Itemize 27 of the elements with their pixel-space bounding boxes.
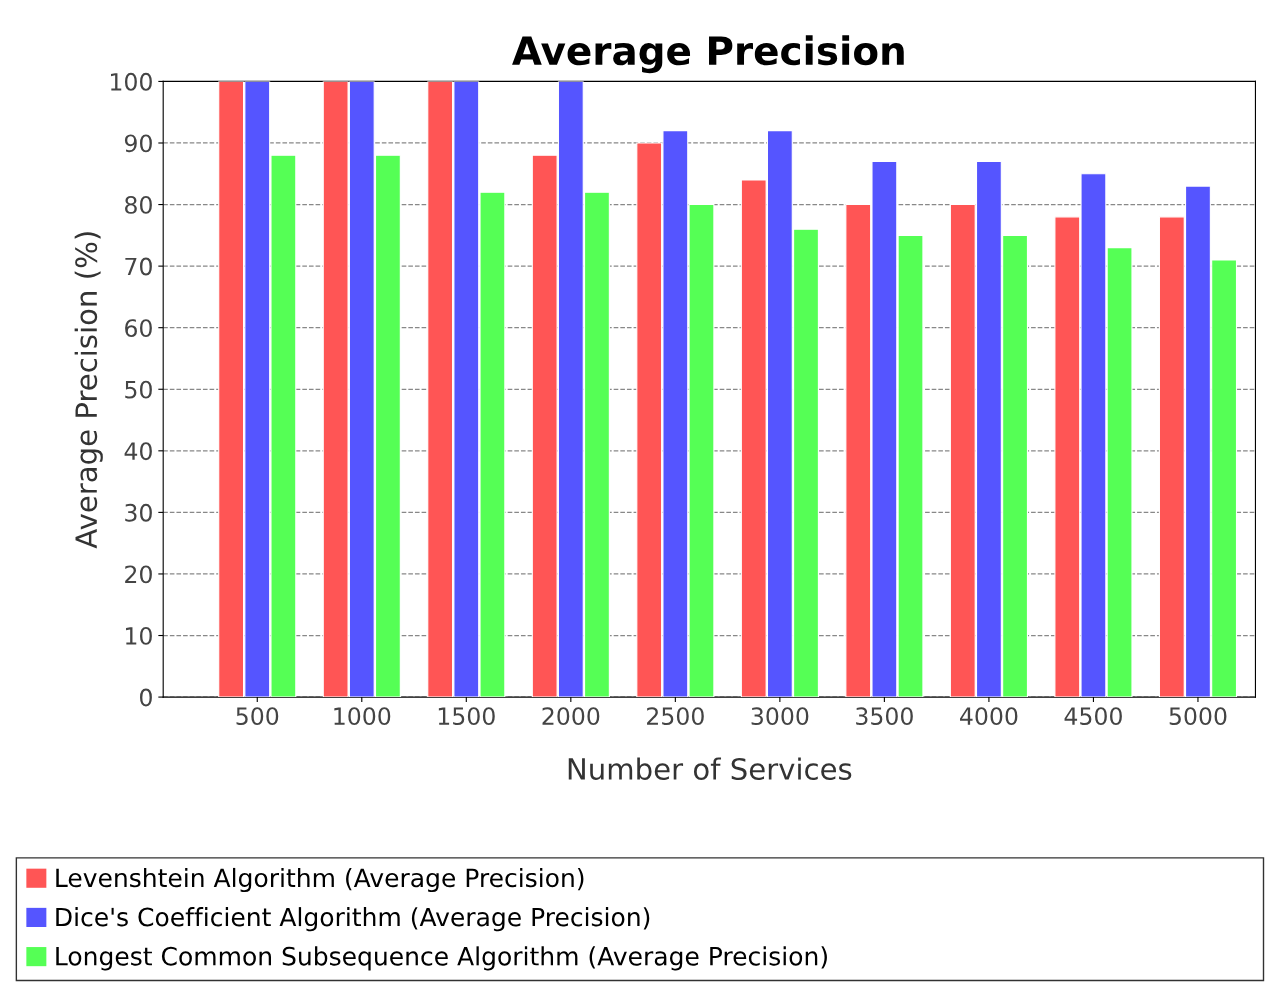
- x-tick-label: 4000: [960, 707, 1018, 726]
- x-tick-label: 5000: [1169, 707, 1227, 726]
- y-tick-label: 50: [125, 380, 152, 399]
- x-tick-label: 3000: [751, 707, 809, 726]
- y-tick-label: 0: [140, 688, 152, 707]
- y-tick-label: 10: [126, 626, 152, 645]
- x-axis-title: Number of Services: [568, 757, 852, 781]
- y-tick-label: 60: [125, 319, 152, 337]
- x-tick-label: 3500: [856, 707, 913, 726]
- x-tick-label: 1000: [334, 707, 391, 726]
- x-tick-label: 2500: [647, 707, 704, 726]
- y-tick-label: 30: [125, 503, 152, 522]
- y-tick-label: 80: [125, 196, 152, 214]
- legend-label: Dice's Coefficient Algorithm (Average Precision): [56, 907, 650, 932]
- x-tick-label: 500: [236, 707, 279, 726]
- y-tick-label: 70: [125, 257, 152, 276]
- x-tick-label: 2000: [542, 707, 600, 726]
- legend-label: Longest Common Subsequence Algorithm (Average Precision): [56, 946, 827, 971]
- y-tick-label: 40: [124, 442, 152, 461]
- y-tick-label: 90: [124, 134, 152, 153]
- y-tick-label: 100: [111, 72, 152, 91]
- y-tick-label: 20: [125, 565, 152, 584]
- x-tick-label: 1500: [438, 707, 495, 726]
- legend-label: Levenshtein Algorithm (Average Precision): [56, 867, 584, 893]
- y-axis-title: Average Precision (%): [74, 232, 103, 549]
- chart-title: Average Precision: [512, 35, 904, 74]
- x-tick-label: 4500: [1064, 707, 1122, 726]
